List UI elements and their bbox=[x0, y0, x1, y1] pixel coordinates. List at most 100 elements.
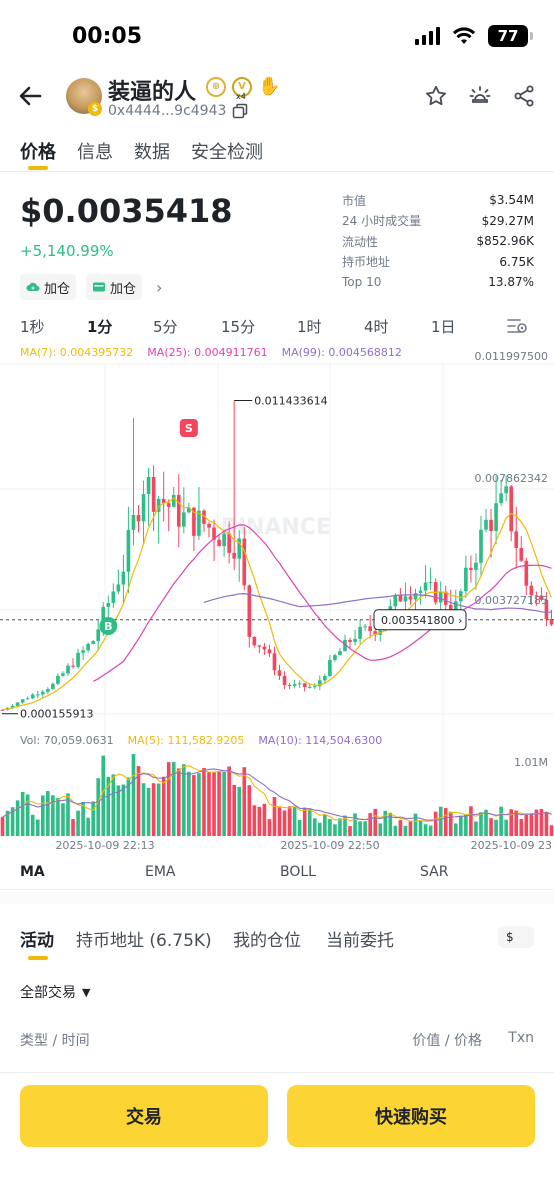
candle[interactable] bbox=[242, 538, 247, 586]
volume-bar[interactable] bbox=[81, 801, 85, 836]
volume-bar[interactable] bbox=[453, 823, 458, 836]
candle[interactable] bbox=[212, 527, 216, 540]
candle[interactable] bbox=[91, 641, 95, 644]
volume-bar[interactable] bbox=[509, 809, 514, 836]
volume-bar[interactable] bbox=[131, 754, 136, 836]
copy-icon[interactable] bbox=[232, 103, 248, 119]
volume-bar[interactable] bbox=[61, 803, 65, 836]
volume-bar[interactable] bbox=[358, 821, 362, 836]
volume-bar[interactable] bbox=[111, 774, 116, 836]
candle[interactable] bbox=[479, 529, 483, 563]
trade-button[interactable]: 交易 bbox=[20, 1085, 268, 1147]
candle[interactable] bbox=[247, 585, 252, 637]
volume-bar[interactable] bbox=[484, 809, 488, 836]
volume-bar[interactable] bbox=[136, 766, 141, 836]
add-position-chip-1[interactable]: 加仓 bbox=[20, 274, 77, 300]
candle[interactable] bbox=[96, 629, 101, 642]
volume-bar[interactable] bbox=[176, 768, 181, 836]
volume-bar[interactable] bbox=[146, 787, 151, 836]
volume-bar[interactable] bbox=[272, 797, 277, 836]
volume-bar[interactable] bbox=[101, 755, 106, 836]
candle[interactable] bbox=[171, 494, 176, 507]
candle[interactable] bbox=[302, 683, 307, 688]
interval-5m[interactable]: 5分 bbox=[153, 318, 178, 336]
volume-bar[interactable] bbox=[51, 795, 55, 836]
indicator-sar[interactable]: SAR bbox=[420, 864, 449, 880]
volume-bar[interactable] bbox=[237, 786, 242, 836]
candle[interactable] bbox=[333, 655, 337, 660]
candle[interactable] bbox=[292, 684, 297, 686]
candle[interactable] bbox=[489, 519, 493, 532]
volume-bar[interactable] bbox=[106, 776, 111, 836]
candle[interactable] bbox=[338, 651, 342, 656]
alert-bell-icon[interactable] bbox=[468, 84, 492, 108]
add-position-chip-2[interactable]: 加仓 bbox=[86, 274, 143, 300]
candle[interactable] bbox=[166, 503, 171, 507]
volume-bar[interactable] bbox=[182, 764, 186, 836]
volume-bar[interactable] bbox=[519, 819, 524, 836]
candle[interactable] bbox=[222, 533, 226, 547]
volume-bar[interactable] bbox=[413, 813, 418, 836]
candle[interactable] bbox=[106, 602, 111, 607]
tab-info[interactable]: 信息 bbox=[77, 142, 113, 163]
candle[interactable] bbox=[307, 686, 312, 688]
candle[interactable] bbox=[413, 593, 418, 600]
back-arrow-icon[interactable] bbox=[16, 82, 44, 110]
tab-data[interactable]: 数据 bbox=[134, 142, 170, 163]
candle[interactable] bbox=[509, 486, 514, 532]
volume-bar[interactable] bbox=[368, 813, 372, 836]
volume-bar[interactable] bbox=[333, 824, 337, 836]
chevron-right-icon[interactable]: › bbox=[156, 277, 163, 297]
volume-bar[interactable] bbox=[312, 818, 317, 836]
candle[interactable] bbox=[76, 652, 80, 667]
candle[interactable] bbox=[257, 645, 262, 647]
volume-bar[interactable] bbox=[66, 793, 70, 836]
candle[interactable] bbox=[312, 686, 317, 688]
volume-bar[interactable] bbox=[151, 783, 156, 836]
candle[interactable] bbox=[448, 604, 453, 611]
volume-bar[interactable] bbox=[242, 767, 247, 836]
volume-bar[interactable] bbox=[5, 810, 10, 836]
volume-bar[interactable] bbox=[25, 794, 30, 836]
volume-bar[interactable] bbox=[227, 766, 231, 836]
volume-bar[interactable] bbox=[247, 785, 252, 836]
candle[interactable] bbox=[156, 498, 161, 512]
volume-bar[interactable] bbox=[287, 806, 292, 836]
candle[interactable] bbox=[20, 699, 25, 703]
volume-bar[interactable] bbox=[126, 777, 131, 836]
candle[interactable] bbox=[484, 519, 488, 530]
volume-bar[interactable] bbox=[35, 819, 40, 836]
candle[interactable] bbox=[161, 498, 166, 504]
candle[interactable] bbox=[408, 596, 413, 600]
tab-my-positions[interactable]: 我的仓位 bbox=[233, 931, 301, 951]
candle[interactable] bbox=[25, 698, 30, 700]
candle[interactable] bbox=[187, 507, 191, 513]
candle[interactable] bbox=[343, 639, 347, 652]
volume-bar[interactable] bbox=[459, 815, 463, 836]
volume-bar[interactable] bbox=[277, 807, 282, 836]
currency-toggle[interactable]: $ bbox=[498, 926, 534, 948]
candle[interactable] bbox=[35, 694, 40, 696]
volume-bar[interactable] bbox=[161, 776, 166, 836]
candle[interactable] bbox=[192, 507, 196, 536]
indicator-boll[interactable]: BOLL bbox=[280, 864, 316, 880]
volume-bar[interactable] bbox=[192, 775, 196, 836]
volume-bar[interactable] bbox=[348, 826, 352, 836]
candle[interactable] bbox=[111, 591, 116, 603]
volume-bar[interactable] bbox=[86, 817, 90, 836]
candle[interactable] bbox=[418, 590, 423, 594]
candle[interactable] bbox=[51, 683, 55, 690]
candle[interactable] bbox=[524, 560, 529, 586]
candle[interactable] bbox=[267, 649, 272, 654]
volume-bar[interactable] bbox=[464, 814, 468, 836]
candle[interactable] bbox=[297, 683, 302, 685]
volume-bar[interactable] bbox=[328, 819, 332, 836]
verified-badge-icon[interactable]: ⊕ bbox=[206, 77, 226, 97]
v-badge-icon[interactable]: V bbox=[232, 77, 252, 97]
candle[interactable] bbox=[469, 567, 473, 570]
candle[interactable] bbox=[529, 585, 534, 596]
volume-bar[interactable] bbox=[504, 819, 508, 836]
volume-bar[interactable] bbox=[171, 761, 176, 836]
trade-filter-dropdown[interactable]: 全部交易 ▼ bbox=[20, 982, 90, 1002]
volume-bar[interactable] bbox=[121, 784, 126, 836]
